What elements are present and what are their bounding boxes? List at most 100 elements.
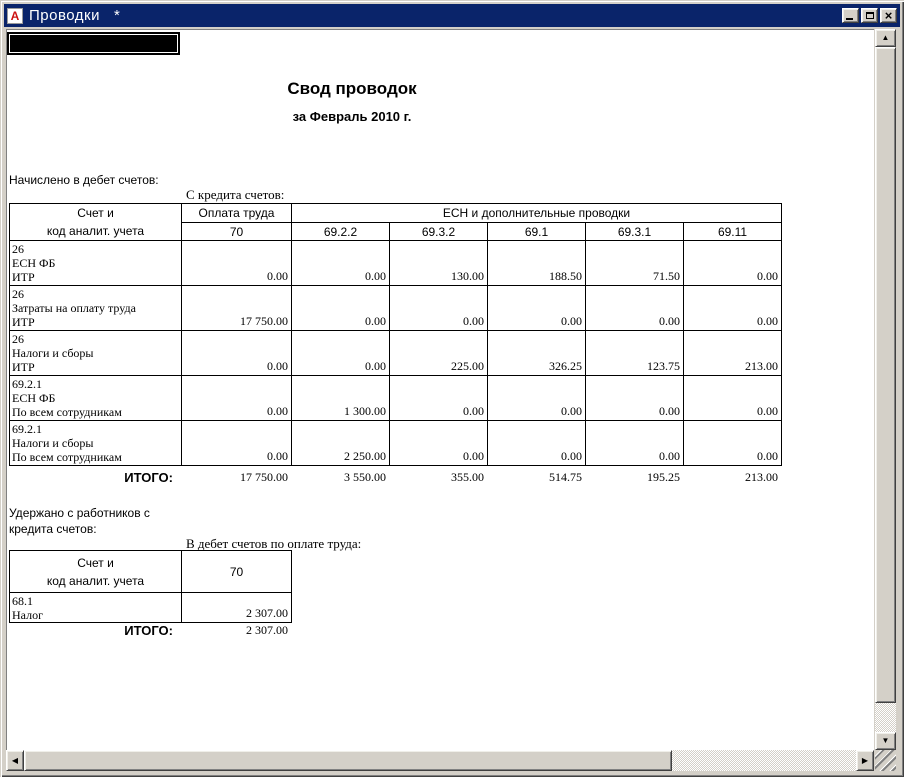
- app-icon: А: [7, 7, 23, 24]
- amount-cell: 2 307.00: [181, 592, 292, 623]
- maximize-button[interactable]: [861, 8, 878, 23]
- report-canvas: Свод проводок за Февраль 2010 г. Начисле…: [6, 29, 874, 750]
- amount-cell: 188.50: [487, 240, 586, 286]
- close-icon: ×: [884, 7, 893, 23]
- account-analytics: ИТР: [12, 315, 35, 329]
- titlebar: А Проводки * ×: [4, 4, 900, 27]
- scroll-down-button[interactable]: ▼: [875, 732, 896, 750]
- scroll-right-icon: ▶: [861, 755, 869, 765]
- amount-cell: 0.00: [585, 375, 684, 421]
- amount-cell: 213.00: [682, 330, 783, 376]
- table-row: 68.1 Налог 2 307.00: [9, 592, 292, 623]
- account-cell: 69.2.1 ЕСН ФБ По всем сотрудникам: [9, 375, 182, 421]
- amount-cell: 0.00: [291, 285, 390, 331]
- table-row: 69.2.1 Налоги и сборы По всем сотрудника…: [9, 420, 783, 466]
- amount-cell: 225.00: [389, 330, 488, 376]
- amount-cell: 0.00: [181, 375, 292, 421]
- horizontal-scrollbar[interactable]: ◀ ▶: [6, 750, 874, 771]
- account-analytics: ИТР: [12, 360, 35, 374]
- account-header-cell: Счет и код аналит. учета: [9, 550, 182, 593]
- account-cell: 69.2.1 Налоги и сборы По всем сотрудника…: [9, 420, 182, 466]
- vertical-scroll-thumb[interactable]: [875, 47, 896, 703]
- redacted-box: [7, 32, 180, 55]
- column-header-6922: 69.2.2: [291, 222, 390, 241]
- total-amount: 213.00: [745, 469, 778, 484]
- account-analytics: По всем сотрудникам: [12, 450, 122, 464]
- modified-indicator: *: [113, 7, 120, 24]
- total-amount: 355.00: [451, 469, 484, 484]
- table-row: 26 ЕСН ФБ ИТР 0.00 0.00 130.00 188.50 71…: [9, 240, 783, 286]
- section1-label: Начислено в дебет счетов:: [9, 173, 159, 187]
- amount-cell: 0.00: [487, 375, 586, 421]
- esn-group-header: ЕСН и дополнительные проводки: [290, 203, 783, 223]
- section2-label-line2: кредита счетов:: [9, 522, 97, 536]
- column-header-70: 70: [181, 550, 292, 593]
- account-name: Налог: [12, 608, 44, 622]
- amount-cell: 0.00: [389, 285, 488, 331]
- amount-cell: 123.75: [585, 330, 684, 376]
- amount-cell: 0.00: [682, 240, 783, 286]
- account-analytics: ИТР: [12, 270, 35, 284]
- amount-cell: 0.00: [389, 420, 488, 466]
- minimize-icon: [846, 18, 853, 20]
- account-cell: 26 Затраты на оплату труда ИТР: [9, 285, 182, 331]
- scroll-down-icon: ▼: [881, 736, 890, 745]
- account-header-line1: Счет и: [77, 555, 114, 570]
- amount-cell: 0.00: [389, 375, 488, 421]
- account-code: 69.2.1: [12, 422, 42, 436]
- account-header-line1: Счет и: [77, 206, 114, 220]
- account-cell: 68.1 Налог: [9, 592, 182, 623]
- total-amount: 2 307.00: [246, 622, 288, 637]
- account-code: 69.2.1: [12, 377, 42, 391]
- account-header-line2: код аналит. учета: [46, 573, 145, 588]
- vertical-scrollbar[interactable]: ▲ ▼: [875, 29, 896, 750]
- column-header-6931: 69.3.1: [585, 222, 684, 241]
- horizontal-scroll-thumb[interactable]: [24, 750, 672, 771]
- amount-cell: 0.00: [291, 240, 390, 286]
- totals-row: ИТОГО: 17 750.00 3 550.00 355.00 514.75 …: [9, 466, 781, 488]
- account-code: 26: [12, 287, 24, 301]
- amount-cell: 0.00: [585, 420, 684, 466]
- account-cell: 26 Налоги и сборы ИТР: [9, 330, 182, 376]
- scroll-up-button[interactable]: ▲: [875, 29, 896, 47]
- resize-grip[interactable]: [875, 750, 896, 771]
- total-amount: 195.25: [647, 469, 680, 484]
- account-name: Налоги и сборы: [12, 346, 94, 360]
- maximize-icon: [865, 12, 874, 19]
- report-subtitle: за Февраль 2010 г.: [292, 109, 412, 124]
- totals-row: ИТОГО: 2 307.00: [9, 620, 291, 640]
- minimize-button[interactable]: [842, 8, 859, 23]
- table-row: 26 Налоги и сборы ИТР 0.00 0.00 225.00 3…: [9, 330, 783, 376]
- account-cell: 26 ЕСН ФБ ИТР: [9, 240, 182, 286]
- account-code: 68.1: [12, 594, 33, 608]
- account-header-line2: код аналит. учета: [46, 224, 145, 238]
- horizontal-scroll-track[interactable]: [672, 750, 856, 771]
- column-header-6911: 69.11: [682, 222, 783, 241]
- section1-table-caption: С кредита счетов:: [186, 187, 285, 202]
- window-controls: ×: [842, 8, 897, 23]
- total-amount: 17 750.00: [240, 469, 288, 484]
- account-name: ЕСН ФБ: [12, 391, 56, 405]
- total-amount: 3 550.00: [344, 469, 386, 484]
- account-name: Затраты на оплату труда: [12, 301, 136, 315]
- totals-label: ИТОГО:: [124, 622, 173, 638]
- scroll-left-button[interactable]: ◀: [6, 750, 24, 771]
- pay-group-header: Оплата труда: [181, 203, 292, 223]
- total-amount: 514.75: [549, 469, 582, 484]
- vertical-scroll-track[interactable]: [875, 703, 896, 732]
- client-area: Свод проводок за Февраль 2010 г. Начисле…: [4, 27, 900, 773]
- account-header-cell: Счет и код аналит. учета: [9, 203, 182, 241]
- amount-cell: 0.00: [291, 330, 390, 376]
- postings-table-debit: Счет и код аналит. учета 70 68.1 Налог 2…: [9, 550, 292, 623]
- scroll-right-button[interactable]: ▶: [856, 750, 874, 771]
- section2-label: Удержано с работников с кредита счетов:: [9, 505, 150, 537]
- amount-cell: 0.00: [181, 330, 292, 376]
- redacted-box-border: [9, 34, 178, 53]
- amount-cell: 0.00: [487, 285, 586, 331]
- close-button[interactable]: ×: [880, 8, 897, 23]
- section2-table-caption: В дебет счетов по оплате труда:: [186, 536, 362, 551]
- account-code: 26: [12, 332, 24, 346]
- amount-cell: 0.00: [181, 240, 292, 286]
- amount-cell: 0.00: [585, 285, 684, 331]
